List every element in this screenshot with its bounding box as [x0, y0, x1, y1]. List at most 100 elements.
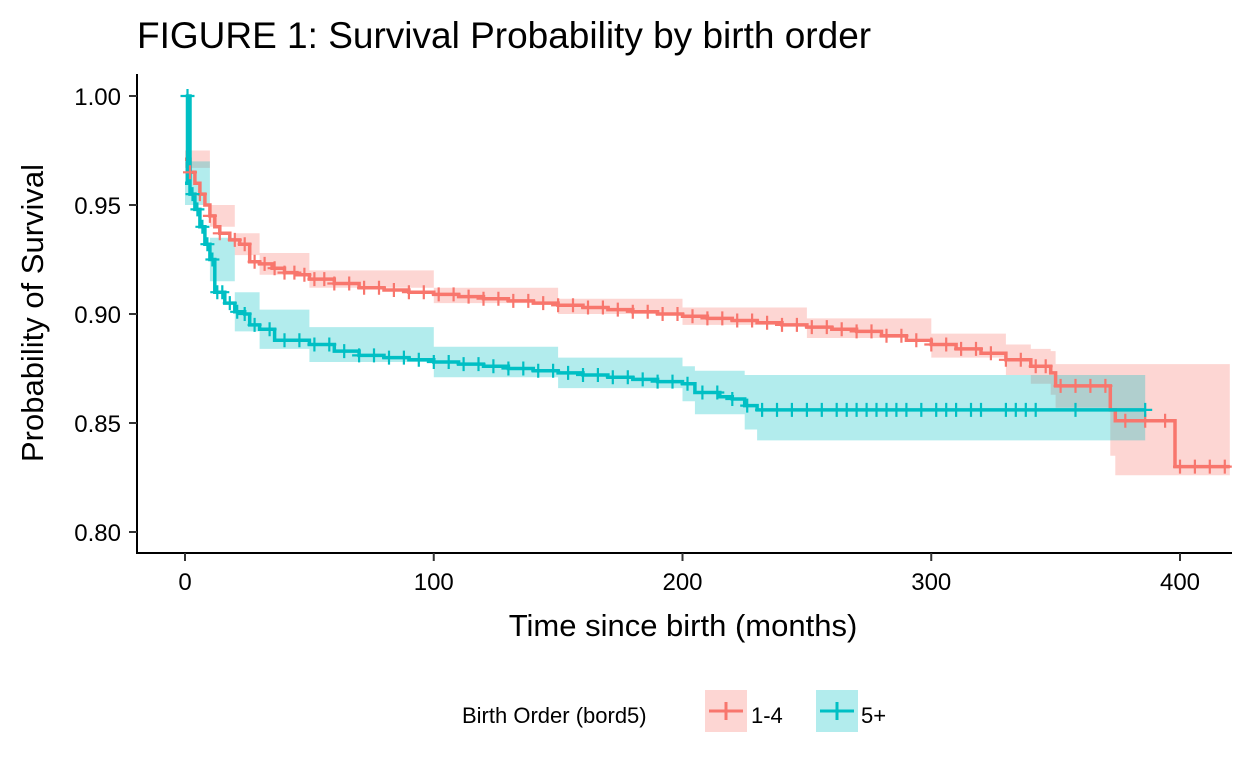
censor-mark-5 [710, 385, 725, 400]
censor-mark-5 [307, 337, 322, 352]
censor-mark-5 [949, 402, 964, 417]
censor-mark-1-4 [1158, 413, 1173, 428]
censor-mark-5 [180, 89, 195, 103]
censor-mark-5 [456, 357, 471, 372]
censor-mark-5 [396, 350, 411, 365]
censor-mark-1-4 [640, 304, 655, 319]
censor-mark-5 [277, 333, 292, 348]
censor-mark-1-4 [819, 320, 834, 335]
censor-mark-1-4 [595, 300, 610, 315]
censor-mark-5 [635, 372, 650, 387]
censor-mark-1-4 [581, 300, 595, 315]
censor-mark-5 [200, 237, 215, 252]
censor-mark-5 [322, 337, 337, 352]
plot-area [180, 89, 1232, 476]
censor-mark-5 [974, 402, 988, 417]
censor-mark-1-4 [317, 272, 332, 287]
censor-mark-5 [411, 352, 426, 367]
censor-mark-5 [605, 370, 620, 385]
censor-mark-1-4 [849, 324, 864, 339]
censor-mark-1-4 [610, 302, 625, 317]
censor-mark-1-4 [1038, 359, 1053, 374]
y-tick-label: 1.00 [74, 84, 121, 111]
censor-mark-1-4 [879, 328, 894, 343]
censor-mark-5 [695, 385, 710, 400]
censor-mark-1-4 [342, 276, 357, 291]
censor-mark-5 [531, 363, 546, 378]
censor-mark-1-4 [715, 311, 730, 326]
censor-mark-1-4 [1217, 459, 1232, 474]
censor-mark-5 [262, 322, 277, 337]
x-tick-label: 0 [178, 569, 191, 596]
censor-mark-1-4 [1013, 352, 1028, 367]
censor-mark-5 [899, 402, 914, 417]
censor-mark-1-4 [745, 313, 760, 328]
censor-mark-5 [516, 361, 531, 376]
censor-mark-5 [247, 317, 262, 332]
censor-mark-1-4 [1083, 378, 1098, 393]
censor-mark-5 [486, 359, 501, 374]
censor-mark-5 [441, 355, 456, 369]
y-tick-label: 0.80 [74, 520, 121, 547]
y-tick-label: 0.85 [74, 411, 121, 438]
censor-mark-5 [784, 402, 799, 417]
legend-key-1-4 [705, 690, 747, 732]
y-axis-title: Probability of Survival [15, 164, 50, 462]
censor-mark-5 [914, 402, 929, 417]
x-axis-ticks: 0 100 200 300 400 [178, 553, 1200, 596]
censor-mark-1-4 [625, 304, 640, 319]
censor-mark-1-4 [431, 287, 446, 302]
ci-band-5 [185, 161, 1146, 441]
censor-mark-1-4 [506, 293, 521, 308]
censor-mark-5 [337, 344, 352, 359]
censor-mark-5 [237, 307, 252, 321]
y-tick-label: 0.90 [74, 302, 121, 329]
censor-mark-5 [205, 252, 220, 267]
censor-mark-1-4 [566, 298, 580, 313]
censor-mark-1-4 [1202, 459, 1217, 474]
legend-label-1-4: 1-4 [751, 703, 783, 728]
censor-mark-1-4 [834, 322, 849, 337]
censor-mark-1-4 [357, 280, 372, 295]
censor-mark-1-4 [983, 346, 998, 361]
legend: Birth Order (bord5) 1-4 5+ [462, 690, 886, 732]
censor-mark-1-4 [1187, 459, 1202, 474]
censor-mark-5 [576, 368, 590, 382]
x-axis-title: Time since birth (months) [509, 608, 858, 643]
legend-label-5: 5+ [861, 703, 886, 728]
chart-title: FIGURE 1: Survival Probability by birth … [137, 15, 871, 56]
censor-mark-1-4 [476, 291, 491, 306]
censor-mark-1-4 [954, 341, 969, 356]
censor-mark-1-4 [998, 352, 1013, 367]
censor-mark-5 [1138, 402, 1153, 417]
censor-mark-1-4 [864, 324, 879, 339]
censor-mark-1-4 [939, 337, 954, 352]
legend-key-5 [816, 690, 858, 732]
x-tick-label: 400 [1160, 569, 1200, 596]
censor-mark-1-4 [247, 254, 262, 269]
censor-mark-1-4 [1053, 378, 1068, 393]
censor-mark-5 [770, 402, 784, 417]
censor-mark-1-4 [536, 296, 551, 311]
censor-mark-5 [1068, 402, 1083, 417]
censor-mark-5 [426, 355, 441, 369]
censor-mark-5 [195, 219, 210, 234]
censor-mark-1-4 [969, 341, 983, 356]
censor-mark-5 [230, 304, 245, 319]
censor-mark-5 [799, 402, 814, 417]
censor-mark-5 [546, 363, 561, 378]
censor-mark-5 [382, 350, 396, 365]
censor-mark-5 [590, 368, 605, 382]
censor-mark-5 [222, 296, 237, 311]
y-tick-label: 0.95 [74, 193, 121, 220]
censor-mark-5 [190, 202, 205, 217]
censor-mark-1-4 [894, 328, 909, 343]
censor-mark-1-4 [670, 307, 685, 321]
censor-mark-5 [725, 392, 740, 406]
censor-mark-5 [471, 357, 486, 372]
censor-mark-1-4 [789, 317, 804, 332]
censor-mark-5 [185, 187, 200, 202]
censor-mark-5 [501, 361, 516, 376]
censor-mark-1-4 [775, 317, 789, 332]
censor-mark-1-4 [287, 265, 302, 280]
